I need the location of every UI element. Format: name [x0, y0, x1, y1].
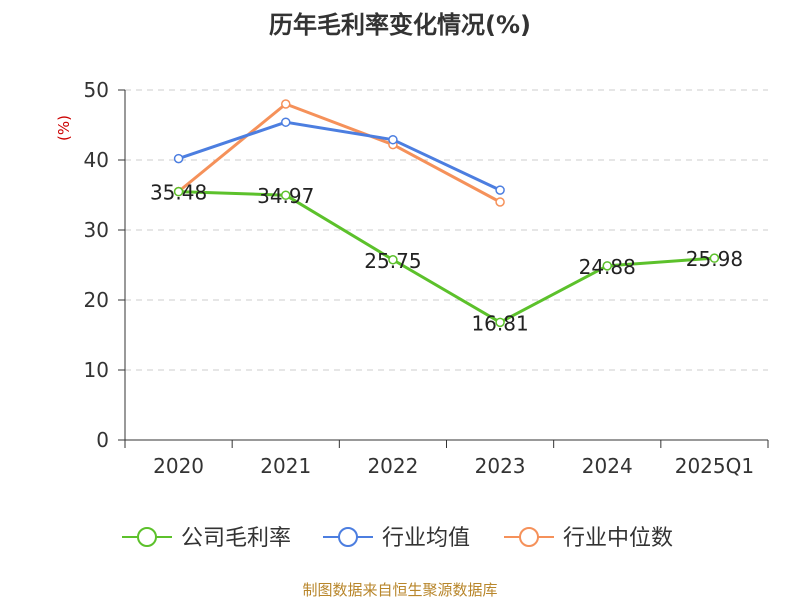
data-label-2022: 25.75: [364, 249, 421, 273]
legend-label-1: 行业均值: [382, 526, 470, 551]
legend-label-2: 行业中位数: [563, 526, 673, 551]
data-label-2024: 24.88: [579, 255, 636, 279]
grid-lines: [125, 89, 768, 371]
point-s0-2022: [388, 255, 398, 265]
x-tick-label-2025Q1: 2025Q1: [675, 454, 754, 478]
data-label-2020: 35.48: [150, 181, 207, 205]
series-line-2: [177, 102, 501, 204]
point-s1-2022: [388, 134, 398, 145]
x-tick-label-2020: 2020: [153, 454, 204, 478]
x-tick-label-2022: 2022: [367, 454, 418, 478]
point-s1-2021: [281, 117, 291, 127]
y-tick-label-40: 40: [84, 148, 109, 172]
y-tick-label-50: 50: [84, 78, 109, 102]
data-label-2021: 34.97: [257, 184, 314, 208]
point-s1-2023: [495, 185, 505, 195]
series-line-0: [178, 190, 715, 324]
point-s2-2021: [281, 99, 291, 109]
data-label-2023: 16.81: [471, 311, 528, 335]
x-tick-label-2021: 2021: [260, 454, 311, 478]
legend-marker-1: [338, 527, 358, 547]
point-s0-2025Q1: [709, 253, 720, 263]
point-s1-2020: [173, 153, 184, 164]
y-tick-label-20: 20: [84, 288, 109, 312]
x-tick-label-2023: 2023: [475, 454, 526, 478]
legend: 公司毛利率 行业均值 行业中位数: [122, 526, 673, 551]
point-s2-2023: [495, 197, 505, 207]
legend-label-0: 公司毛利率: [181, 526, 291, 551]
data-label-2025Q1: 25.98: [686, 247, 743, 271]
legend-marker-0: [137, 527, 157, 547]
data-labels: 35.48 34.97 25.75 16.81 24.88 25.98: [150, 181, 743, 336]
chart-title: 历年毛利率变化情况(%): [269, 11, 531, 39]
axes: 0 10 20 30 40 50 2020 2021 2022 2023 2024 2025Q1: [84, 78, 769, 478]
y-tick-label-10: 10: [84, 358, 109, 382]
point-s0-2023: [495, 317, 505, 328]
y-axis-label: (%): [55, 115, 73, 141]
source-note: 制图数据来自恒生聚源数据库: [302, 581, 497, 599]
y-tick-label-0: 0: [96, 428, 109, 452]
point-s0-2020: [173, 186, 184, 197]
legend-marker-2: [519, 527, 539, 547]
series-line-1: [178, 120, 501, 192]
x-tick-label-2024: 2024: [582, 454, 633, 478]
point-s0-2021: [281, 190, 291, 200]
y-tick-label-30: 30: [84, 218, 109, 242]
series-layer: [173, 99, 720, 328]
point-s0-2024: [602, 261, 612, 271]
